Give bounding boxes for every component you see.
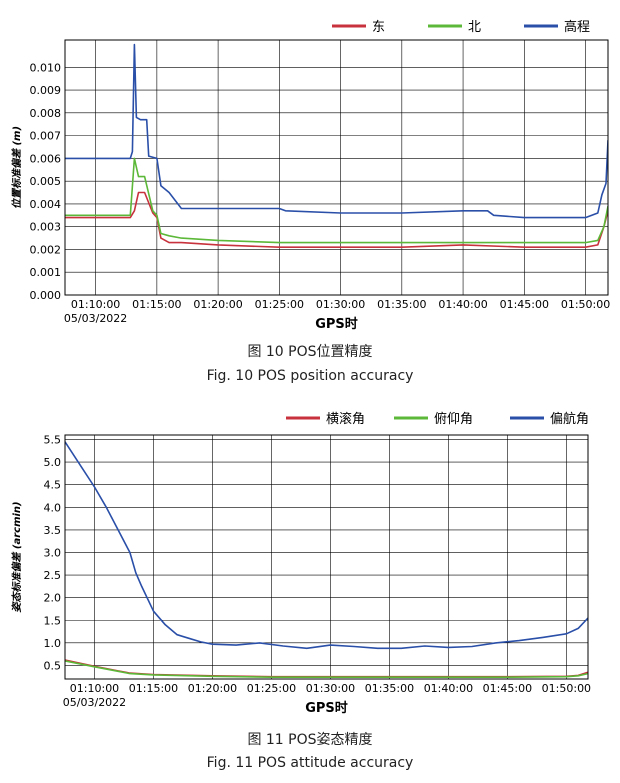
y-tick-label: 2.0 [44,592,62,605]
position-accuracy-chart: 0.000 0.001 0.002 0.003 0.004 0.005 0.006 0.007… [11,19,610,332]
y-tick-label: 3.5 [44,524,62,537]
x-tick-label: 01:10:00 [70,682,119,695]
x-tick-label: 01:20:00 [188,682,237,695]
y-tick-label: 4.0 [44,501,62,514]
y-tick-label: 2.5 [44,569,62,582]
y-tick-label: 4.5 [44,479,62,492]
x-tick-label: 01:25:00 [255,298,304,311]
y-tick-label: 0.003 [30,221,62,234]
legend-label-0: 东 [372,20,385,35]
y-tick-label: 1.5 [44,614,62,627]
legend-label-0: 横滚角 [326,411,365,427]
legend-label-1: 俯仰角 [434,411,473,427]
y-tick-label: 0.008 [30,107,62,120]
plot-area [65,435,588,679]
x-tick-label: 01:50:00 [561,298,610,311]
y-axis-title: 位置标准偏差 (m) [11,126,23,209]
attitude-accuracy-chart: 0.5 1.0 1.5 2.0 2.5 3.0 3.5 4.0 4.5 5.0 5.5 01:10:0… [11,411,591,716]
y-tick-label: 0.010 [30,61,62,74]
plot-border [64,39,609,296]
x-tick-label: 01:10:00 [71,298,120,311]
legend-label-1: 北 [468,20,481,35]
figure-10-caption-cn: 图 10 POS位置精度 [247,344,373,360]
y-tick-label: 5.0 [44,456,62,469]
legend-label-2: 高程 [564,19,590,35]
y-axis-title: 姿态标准偏差 (arcmin) [11,501,23,612]
figure-10-caption-en: Fig. 10 POS position accuracy [206,368,414,384]
y-tick-label: 0.5 [44,659,62,672]
y-tick-label: 0.009 [30,84,62,97]
y-tick-label: 0.006 [30,152,62,165]
y-tick-label: 0.000 [30,289,62,302]
y-tick-label: 0.002 [30,243,62,256]
y-tick-label: 0.005 [30,175,62,188]
y-tick-label: 0.004 [30,198,62,211]
series-line-0 [65,191,608,248]
x-date-label: 05/03/2022 [64,312,127,325]
y-tick-label: 5.5 [44,434,62,447]
series-line-2 [65,43,608,219]
series-line-1 [65,660,588,679]
x-date-label: 05/03/2022 [63,696,126,709]
x-tick-label: 01:30:00 [316,298,365,311]
x-tick-label: 01:35:00 [377,298,426,311]
x-tick-label: 01:20:00 [193,298,242,311]
y-tick-label: 0.001 [30,266,62,279]
figure-11-caption-en: Fig. 11 POS attitude accuracy [206,755,414,771]
y-tick-label: 1.0 [44,637,62,650]
x-tick-label: 01:40:00 [438,298,487,311]
x-tick-label: 01:50:00 [542,682,591,695]
x-tick-label: 01:40:00 [424,682,473,695]
plot-border [64,434,589,680]
x-tick-label: 01:15:00 [129,682,178,695]
x-tick-label: 01:15:00 [132,298,181,311]
series-line-1 [65,157,608,244]
x-tick-label: 01:45:00 [483,682,532,695]
figure-11-caption-cn: 图 11 POS姿态精度 [247,732,373,748]
series-line-2 [65,441,588,650]
legend-label-2: 偏航角 [550,411,589,427]
y-tick-label: 0.007 [30,130,62,143]
x-axis-title: GPS时 [305,700,348,716]
plot-area [65,40,608,295]
x-tick-label: 01:45:00 [500,298,549,311]
y-tick-label: 3.0 [44,546,62,559]
x-axis-title: GPS时 [315,316,358,332]
x-tick-label: 01:25:00 [247,682,296,695]
x-tick-label: 01:30:00 [306,682,355,695]
x-tick-label: 01:35:00 [365,682,414,695]
